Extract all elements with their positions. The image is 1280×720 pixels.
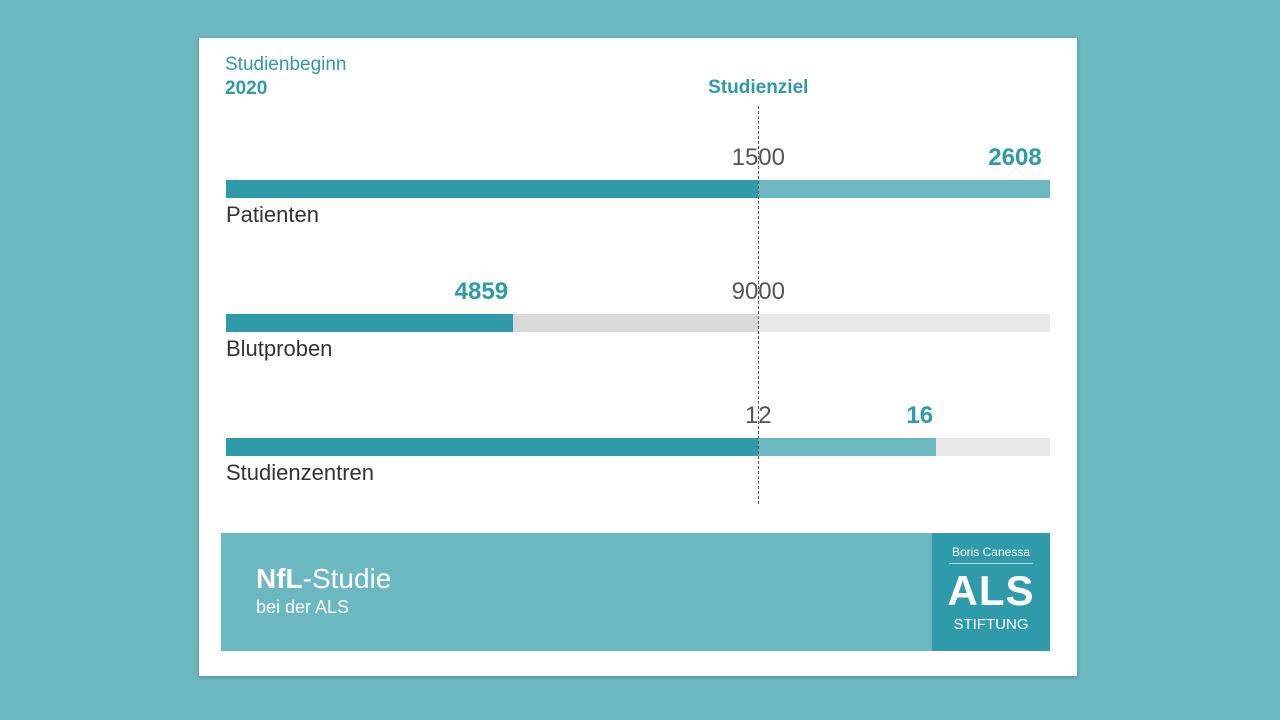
study-start-year: 2020 bbox=[225, 78, 268, 99]
logo-wordmark: ALS bbox=[947, 567, 1035, 614]
study-start-label: Studienbeginn bbox=[225, 54, 347, 75]
bar-label-studienzentren: Studienzentren bbox=[226, 460, 374, 485]
study-title-rest: -Studie bbox=[302, 563, 392, 594]
bar-segment-over-goal-studienzentren bbox=[758, 438, 936, 456]
als-stiftung-logo: Boris Canessa ALS STIFTUNG bbox=[932, 533, 1050, 651]
bar-track-blutproben bbox=[226, 314, 1050, 332]
bar-label-blutproben: Blutproben bbox=[226, 336, 333, 361]
bar-segment-actual-blutproben bbox=[226, 314, 514, 332]
bar-segment-remaining-blutproben bbox=[513, 314, 759, 332]
actual-value-blutproben: 4859 bbox=[454, 278, 509, 305]
logo-founder: Boris Canessa bbox=[951, 545, 1031, 559]
bar-track-studienzentren bbox=[226, 438, 1050, 456]
bar-track-patienten bbox=[226, 180, 1050, 198]
bar-label-patienten: Patienten bbox=[226, 202, 319, 227]
bar-segment-to-goal-patienten bbox=[226, 180, 759, 198]
goal-marker-line bbox=[758, 106, 759, 504]
study-subtitle: bei der ALS bbox=[256, 597, 350, 617]
study-title: NfL-Studie bbox=[256, 563, 391, 595]
logo-divider bbox=[949, 563, 1033, 564]
bar-segment-to-goal-studienzentren bbox=[226, 438, 759, 456]
logo-subtitle: STIFTUNG bbox=[953, 616, 1029, 633]
actual-value-patienten: 2608 bbox=[988, 144, 1042, 171]
study-goal-label: Studienziel bbox=[708, 77, 809, 98]
actual-value-studienzentren: 16 bbox=[906, 402, 934, 429]
footer-banner bbox=[221, 533, 1050, 651]
study-title-bold: NfL bbox=[256, 563, 303, 594]
bar-segment-over-goal-patienten bbox=[758, 180, 1050, 198]
